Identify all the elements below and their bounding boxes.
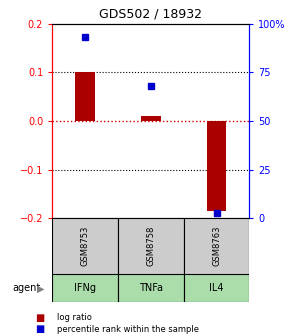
Text: ▶: ▶ (37, 283, 45, 293)
Bar (184, 218, 249, 274)
Text: ■: ■ (35, 312, 44, 323)
Bar (118, 274, 184, 302)
Text: IFNg: IFNg (74, 283, 96, 293)
Bar (52, 218, 118, 274)
Text: ■: ■ (35, 324, 44, 334)
Text: TNFa: TNFa (139, 283, 163, 293)
Bar (118, 218, 184, 274)
Text: agent: agent (12, 283, 41, 293)
Bar (75, 72, 95, 121)
Title: GDS502 / 18932: GDS502 / 18932 (99, 8, 202, 21)
Bar (184, 274, 249, 302)
Text: percentile rank within the sample: percentile rank within the sample (57, 325, 199, 334)
Text: GSM8753: GSM8753 (81, 226, 90, 266)
Text: IL4: IL4 (209, 283, 224, 293)
Text: GSM8763: GSM8763 (212, 226, 221, 266)
Bar (52, 274, 118, 302)
Bar (207, 121, 226, 211)
Text: GSM8758: GSM8758 (146, 226, 155, 266)
Text: log ratio: log ratio (57, 313, 91, 322)
Bar (141, 116, 161, 121)
